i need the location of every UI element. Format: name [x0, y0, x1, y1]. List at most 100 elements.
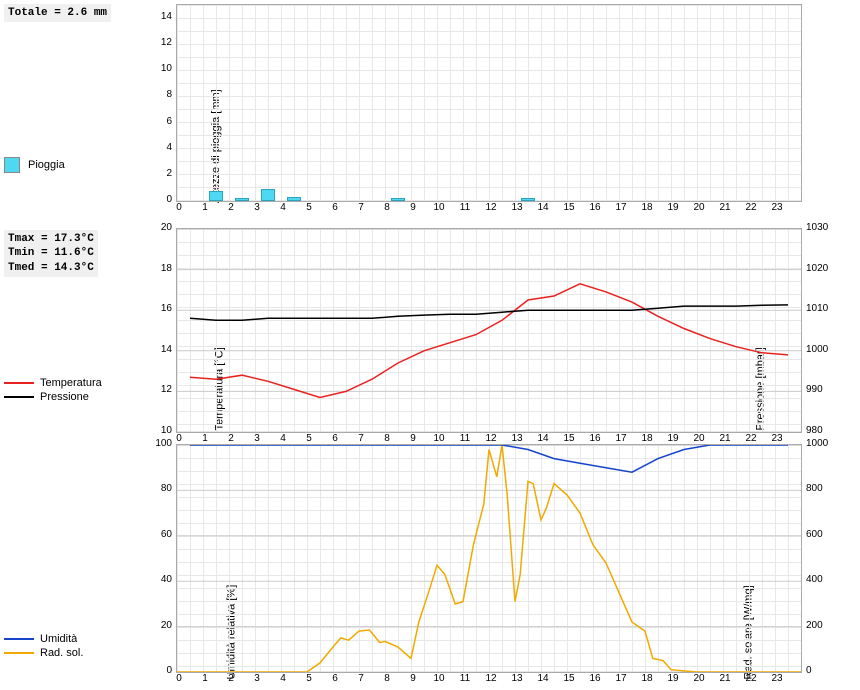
y-tick-label-right: 1030 [806, 222, 828, 233]
x-tick-label: 2 [222, 202, 240, 213]
y-tick-label-left: 12 [161, 384, 172, 395]
y-tick-label-left: 14 [161, 344, 172, 355]
umidita-line [190, 445, 788, 472]
legend-radsol: Rad. sol. [4, 647, 83, 659]
x-tick-label: 5 [300, 433, 318, 444]
x-tick-label: 14 [534, 202, 552, 213]
x-tick-label: 9 [404, 433, 422, 444]
pressure-line-swatch [4, 396, 34, 398]
y-tick-label-left: 20 [161, 620, 172, 631]
x-tick-label: 22 [742, 433, 760, 444]
x-tick-label: 15 [560, 202, 578, 213]
radsol-line [177, 445, 801, 672]
x-tick-label: 10 [430, 202, 448, 213]
x-tick-label: 5 [300, 202, 318, 213]
x-tick-label: 21 [716, 433, 734, 444]
rain-bar [235, 198, 249, 201]
y-tick-label-right: 200 [806, 620, 823, 631]
x-tick-label: 23 [768, 202, 786, 213]
x-tick-label: 9 [404, 673, 422, 684]
x-tick-label: 22 [742, 202, 760, 213]
x-tick-label: 18 [638, 433, 656, 444]
x-tick-label: 7 [352, 202, 370, 213]
x-tick-label: 8 [378, 202, 396, 213]
x-tick-label: 19 [664, 202, 682, 213]
x-tick-label: 20 [690, 202, 708, 213]
legend-temperatura: Temperatura [4, 377, 102, 389]
x-tick-label: 20 [690, 433, 708, 444]
y-tick-label-right: 1010 [806, 303, 828, 314]
y-tick-label-left: 12 [161, 37, 172, 48]
y-tick-label-left: 40 [161, 574, 172, 585]
y-tick-label-left: 60 [161, 529, 172, 540]
x-tick-label: 1 [196, 202, 214, 213]
humidity-line-swatch [4, 638, 34, 640]
humidity-rad-chart: Umidità relativa [%] Rad. solare [W/mq] … [120, 444, 860, 688]
rain-bar [287, 197, 301, 201]
y-tick-label-right: 980 [806, 425, 823, 436]
y-tick-label-right: 400 [806, 574, 823, 585]
y-tick-label-right: 1000 [806, 344, 828, 355]
x-tick-label: 6 [326, 433, 344, 444]
legend-pioggia-label: Pioggia [28, 159, 65, 171]
x-tick-label: 14 [534, 433, 552, 444]
x-tick-label: 13 [508, 202, 526, 213]
rain-bar [261, 189, 275, 201]
x-tick-label: 6 [326, 673, 344, 684]
x-tick-label: 16 [586, 202, 604, 213]
x-tick-label: 18 [638, 202, 656, 213]
x-tick-label: 0 [170, 202, 188, 213]
x-tick-label: 7 [352, 673, 370, 684]
pressione-line [190, 305, 788, 320]
x-tick-label: 3 [248, 433, 266, 444]
x-tick-label: 4 [274, 433, 292, 444]
x-tick-label: 16 [586, 673, 604, 684]
y-tick-label-right: 990 [806, 384, 823, 395]
legend-umidita-label: Umidità [40, 633, 77, 645]
y-tick-label-right: 1000 [806, 438, 828, 449]
x-tick-label: 18 [638, 673, 656, 684]
x-tick-label: 9 [404, 202, 422, 213]
x-tick-label: 8 [378, 433, 396, 444]
x-tick-label: 23 [768, 433, 786, 444]
x-tick-label: 17 [612, 673, 630, 684]
rain-total-info: Totale = 2.6 mm [4, 4, 111, 22]
x-tick-label: 13 [508, 433, 526, 444]
x-tick-label: 19 [664, 433, 682, 444]
x-tick-label: 11 [456, 673, 474, 684]
x-tick-label: 1 [196, 673, 214, 684]
x-tick-label: 12 [482, 673, 500, 684]
x-tick-label: 17 [612, 433, 630, 444]
rain-swatch [4, 157, 20, 173]
y-tick-label-left: 20 [161, 222, 172, 233]
rain-bar [391, 198, 405, 201]
legend-umidita: Umidità [4, 633, 83, 645]
x-tick-label: 0 [170, 673, 188, 684]
y-tick-label-left: 8 [166, 89, 172, 100]
y-tick-label-right: 0 [806, 665, 812, 676]
y-tick-label-left: 18 [161, 263, 172, 274]
x-tick-label: 5 [300, 673, 318, 684]
x-tick-label: 20 [690, 673, 708, 684]
y-tick-label-left: 80 [161, 483, 172, 494]
y-tick-label-right: 600 [806, 529, 823, 540]
y-tick-label-right: 800 [806, 483, 823, 494]
temp-line-swatch [4, 382, 34, 384]
x-tick-label: 12 [482, 202, 500, 213]
x-tick-label: 10 [430, 433, 448, 444]
x-tick-label: 7 [352, 433, 370, 444]
y-tick-label-left: 2 [166, 168, 172, 179]
legend-pressione-label: Pressione [40, 391, 89, 403]
rain-chart: Altezze di pioggia [mm] 0246810121401234… [120, 0, 860, 210]
x-tick-label: 13 [508, 673, 526, 684]
x-tick-label: 22 [742, 673, 760, 684]
rain-bar [521, 198, 535, 201]
legend-radsol-label: Rad. sol. [40, 647, 83, 659]
temp-stats-info: Tmax = 17.3°C Tmin = 11.6°C Tmed = 14.3°… [4, 230, 98, 277]
x-tick-label: 11 [456, 433, 474, 444]
x-tick-label: 16 [586, 433, 604, 444]
x-tick-label: 3 [248, 202, 266, 213]
x-tick-label: 21 [716, 673, 734, 684]
x-tick-label: 15 [560, 673, 578, 684]
x-tick-label: 1 [196, 433, 214, 444]
